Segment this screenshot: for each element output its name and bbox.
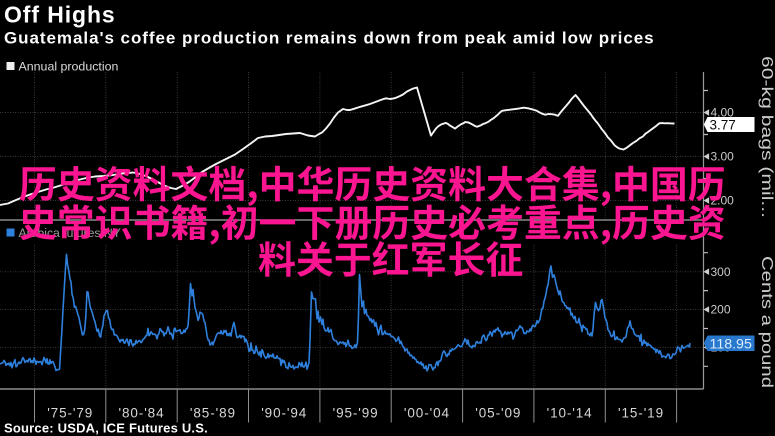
svg-text:'00-'04: '00-'04 (404, 406, 450, 421)
svg-text:60-kg bags (mil...: 60-kg bags (mil... (758, 56, 775, 218)
svg-text:'05-'09: '05-'09 (475, 406, 521, 421)
svg-text:'10-'14: '10-'14 (547, 406, 593, 421)
svg-text:Source: USDA, ICE Futures U.S.: Source: USDA, ICE Futures U.S. (4, 421, 208, 436)
svg-text:3.77: 3.77 (710, 117, 736, 132)
svg-text:'15-'19: '15-'19 (618, 406, 664, 421)
svg-text:3.00: 3.00 (711, 150, 735, 164)
svg-text:Annual production: Annual production (19, 60, 119, 74)
svg-text:'75-'79: '75-'79 (47, 406, 93, 421)
svg-text:2.00: 2.00 (711, 194, 735, 208)
svg-text:4.00: 4.00 (711, 106, 735, 120)
svg-text:'80-'84: '80-'84 (119, 406, 165, 421)
svg-text:Guatemala's coffee production: Guatemala's coffee production remains do… (4, 29, 655, 48)
svg-text:'95-'99: '95-'99 (333, 406, 379, 421)
svg-text:Cents a pound: Cents a pound (758, 256, 775, 388)
svg-text:Off Highs: Off Highs (4, 2, 116, 28)
svg-text:118.95: 118.95 (710, 337, 752, 353)
svg-text:'85-'89: '85-'89 (190, 406, 236, 421)
svg-text:300: 300 (711, 265, 731, 279)
svg-text:200: 200 (711, 303, 731, 317)
svg-text:'90-'94: '90-'94 (261, 406, 307, 421)
